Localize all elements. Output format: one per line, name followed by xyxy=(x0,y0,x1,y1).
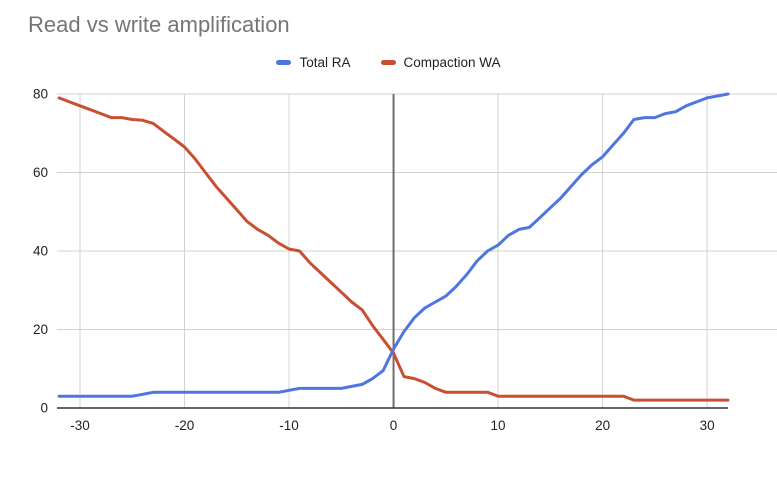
legend-label-compaction-wa: Compaction WA xyxy=(403,54,501,70)
series-line-compaction-wa[interactable] xyxy=(57,96,730,402)
legend-item-compaction-wa[interactable]: Compaction WA xyxy=(380,54,501,70)
x-tick-label: -10 xyxy=(279,418,299,433)
x-tick-label: 30 xyxy=(700,418,715,433)
chart-title: Read vs write amplification xyxy=(28,12,290,37)
series-line-total-ra[interactable] xyxy=(57,92,730,398)
x-tick-label: 0 xyxy=(390,418,398,433)
legend-swatch-compaction-wa xyxy=(380,59,396,65)
y-tick-label: 20 xyxy=(33,322,48,337)
gridlines xyxy=(57,93,777,408)
y-axis-labels: 0 20 40 60 80 xyxy=(33,87,48,416)
y-tick-label: 0 xyxy=(40,401,48,416)
chart-legend: Total RA Compaction WA xyxy=(0,53,777,71)
legend-label-total-ra: Total RA xyxy=(299,54,351,70)
legend-swatch-total-ra xyxy=(276,59,292,65)
x-tick-label: 10 xyxy=(491,418,506,433)
y-tick-label: 60 xyxy=(33,165,48,180)
x-tick-label: -30 xyxy=(70,418,90,433)
x-tick-label: -20 xyxy=(175,418,195,433)
y-tick-label: 80 xyxy=(33,87,48,102)
x-axis-labels: -30 -20 -10 0 10 20 30 xyxy=(70,418,714,433)
y-tick-label: 40 xyxy=(33,244,48,259)
legend-item-total-ra[interactable]: Total RA xyxy=(276,54,351,70)
x-tick-label: 20 xyxy=(595,418,610,433)
